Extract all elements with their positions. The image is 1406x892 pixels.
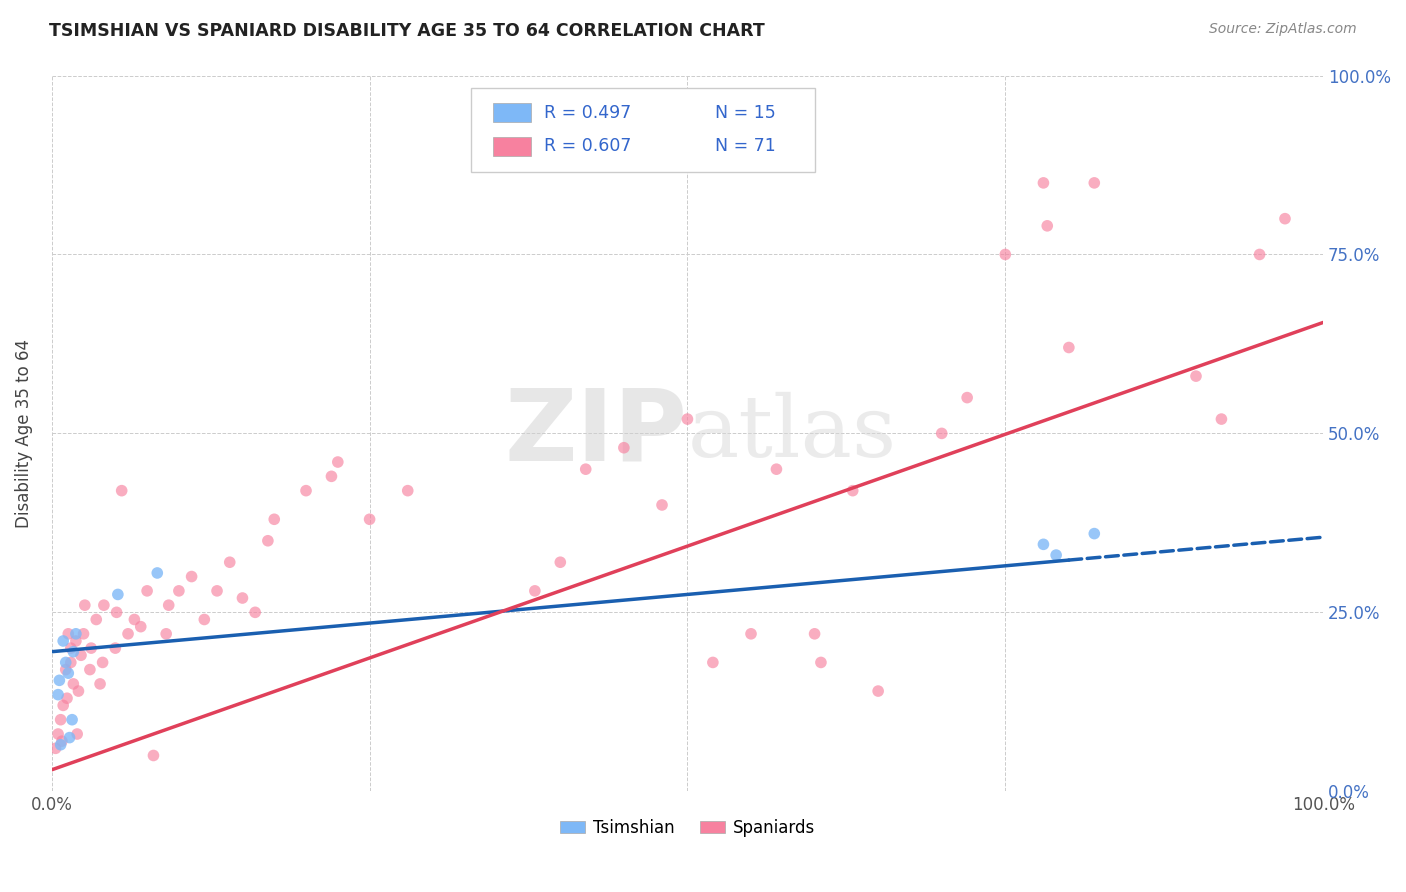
Point	[66, 727, 89, 741]
Point	[1045, 548, 1067, 562]
Point	[931, 426, 953, 441]
Point	[67, 684, 90, 698]
Point	[52, 698, 75, 713]
Point	[193, 612, 215, 626]
Point	[523, 583, 546, 598]
Point	[65, 627, 87, 641]
Point	[46, 688, 69, 702]
Point	[46, 727, 69, 741]
Point	[180, 569, 202, 583]
Point	[359, 512, 381, 526]
Point	[89, 677, 111, 691]
Point	[257, 533, 280, 548]
Point	[155, 627, 177, 641]
Point	[218, 555, 240, 569]
Point	[49, 713, 72, 727]
Point	[73, 598, 96, 612]
Text: R = 0.497: R = 0.497	[544, 103, 631, 121]
Point	[117, 627, 139, 641]
Point	[243, 605, 266, 619]
Point	[841, 483, 863, 498]
Point	[55, 656, 77, 670]
Point	[80, 641, 103, 656]
Point	[1249, 247, 1271, 261]
Point	[79, 663, 101, 677]
Point	[326, 455, 349, 469]
Point	[59, 656, 82, 670]
Point	[676, 412, 699, 426]
Point	[146, 566, 169, 580]
Point	[1211, 412, 1233, 426]
Point	[56, 691, 79, 706]
Text: N = 71: N = 71	[716, 137, 776, 155]
Text: ZIP: ZIP	[505, 384, 688, 482]
Point	[1185, 369, 1208, 384]
Point	[107, 587, 129, 601]
Point	[55, 663, 77, 677]
Point	[956, 391, 979, 405]
Point	[205, 583, 228, 598]
Point	[84, 612, 107, 626]
Point	[91, 656, 114, 670]
Point	[59, 641, 82, 656]
Text: atlas: atlas	[688, 392, 897, 475]
Point	[1036, 219, 1059, 233]
Point	[295, 483, 318, 498]
Point	[396, 483, 419, 498]
Point	[1057, 341, 1080, 355]
Point	[93, 598, 115, 612]
Point	[651, 498, 673, 512]
FancyBboxPatch shape	[494, 137, 531, 156]
Text: TSIMSHIAN VS SPANIARD DISABILITY AGE 35 TO 64 CORRELATION CHART: TSIMSHIAN VS SPANIARD DISABILITY AGE 35 …	[49, 22, 765, 40]
Point	[810, 656, 832, 670]
Point	[62, 645, 84, 659]
Point	[72, 627, 94, 641]
Text: N = 15: N = 15	[716, 103, 776, 121]
Point	[111, 483, 134, 498]
Point	[702, 656, 724, 670]
Point	[136, 583, 159, 598]
Point	[868, 684, 890, 698]
Point	[803, 627, 825, 641]
Point	[231, 591, 253, 605]
FancyBboxPatch shape	[494, 103, 531, 122]
Point	[167, 583, 190, 598]
Point	[58, 731, 80, 745]
Point	[994, 247, 1017, 261]
Point	[58, 666, 80, 681]
Point	[1083, 176, 1105, 190]
Point	[550, 555, 572, 569]
Point	[321, 469, 343, 483]
Point	[60, 713, 83, 727]
Point	[105, 605, 128, 619]
Point	[124, 612, 146, 626]
Point	[65, 634, 87, 648]
Point	[740, 627, 762, 641]
Point	[142, 748, 165, 763]
Point	[45, 741, 67, 756]
Point	[613, 441, 636, 455]
Point	[1274, 211, 1296, 226]
Point	[1083, 526, 1105, 541]
Point	[49, 738, 72, 752]
Legend: Tsimshian, Spaniards: Tsimshian, Spaniards	[553, 813, 823, 844]
Point	[58, 627, 80, 641]
Text: Source: ZipAtlas.com: Source: ZipAtlas.com	[1209, 22, 1357, 37]
Point	[765, 462, 787, 476]
Point	[48, 673, 70, 688]
Point	[575, 462, 598, 476]
Point	[62, 677, 84, 691]
Point	[70, 648, 93, 663]
Text: R = 0.607: R = 0.607	[544, 137, 631, 155]
Point	[104, 641, 127, 656]
Point	[1032, 537, 1054, 551]
Point	[1032, 176, 1054, 190]
Point	[52, 634, 75, 648]
Y-axis label: Disability Age 35 to 64: Disability Age 35 to 64	[15, 339, 32, 528]
Point	[51, 734, 73, 748]
Point	[263, 512, 285, 526]
FancyBboxPatch shape	[471, 87, 814, 172]
Point	[129, 620, 152, 634]
Point	[157, 598, 180, 612]
